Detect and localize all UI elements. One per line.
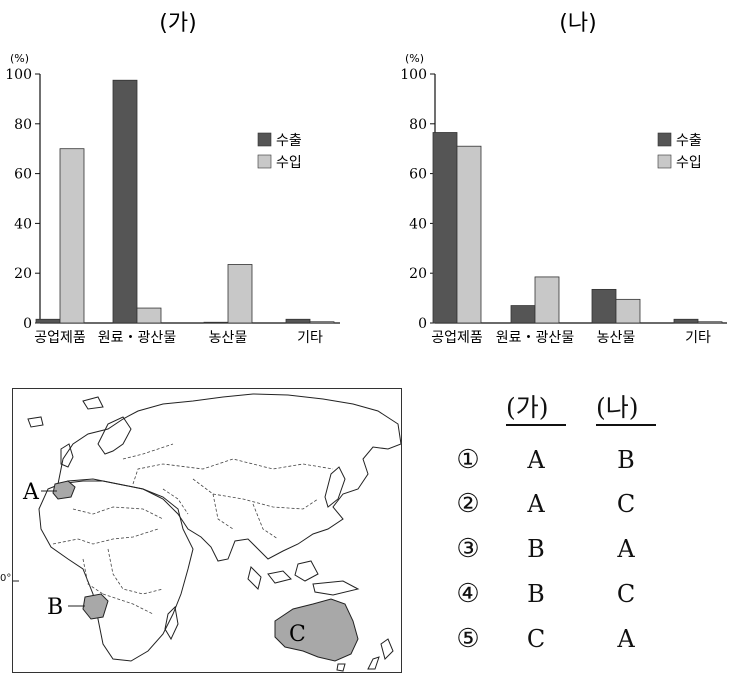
y-tick-label: 20 <box>14 266 32 282</box>
category-label: 공업제품 <box>431 330 483 346</box>
option-ga: A <box>527 446 545 474</box>
bar-export <box>673 318 699 324</box>
category-label: 농산물 <box>209 330 248 346</box>
bar-import <box>227 264 253 324</box>
legend-label: 수입 <box>276 155 302 171</box>
y-tick-label: 80 <box>14 117 32 133</box>
legend-swatch <box>657 132 672 147</box>
option-number: ③ <box>456 534 480 564</box>
option-ga: B <box>527 535 545 563</box>
bar-export <box>591 288 617 324</box>
bar-export <box>432 132 458 324</box>
legend-swatch <box>257 132 272 147</box>
chart-title: (가) <box>159 11 196 36</box>
scandinavia-outline <box>97 416 132 455</box>
option-na: C <box>616 580 636 608</box>
option-na: B <box>617 446 635 474</box>
bar-import <box>534 276 560 324</box>
category-label: 원료・광산물 <box>98 330 177 346</box>
y-tick-label: 60 <box>409 167 427 183</box>
option-number: ② <box>456 489 480 519</box>
option-na: C <box>616 490 636 518</box>
unit-label: (%) <box>405 52 424 65</box>
y-tick-label: 60 <box>14 167 32 183</box>
y-tick-label: 80 <box>409 117 427 133</box>
bar-export <box>510 305 536 324</box>
answer-header-na: (나) <box>596 393 639 422</box>
category-label: 공업제품 <box>34 330 86 346</box>
chart-title: (나) <box>559 11 596 36</box>
legend-swatch <box>257 154 272 169</box>
option-number: ④ <box>456 579 480 609</box>
bar-export <box>35 318 61 324</box>
y-tick-label: 0 <box>418 316 427 332</box>
bar-import <box>309 321 335 324</box>
bar-export <box>112 79 138 324</box>
bar-import <box>697 321 723 324</box>
option-ga: A <box>527 490 545 518</box>
answer-header-ga: (가) <box>506 393 549 422</box>
map-label-a: A <box>22 480 40 505</box>
bar-export <box>203 321 229 324</box>
option-ga: C <box>526 625 546 653</box>
bar-import <box>615 298 641 324</box>
y-tick-label: 100 <box>400 67 427 83</box>
bar-import <box>136 307 162 324</box>
category-label: 기타 <box>297 330 323 346</box>
eurasia-outline <box>57 393 401 562</box>
region-b <box>82 593 109 620</box>
equator-label: 0° <box>0 573 12 584</box>
legend-label: 수입 <box>676 155 702 171</box>
y-tick-label: 40 <box>14 216 32 232</box>
category-label: 기타 <box>685 330 711 346</box>
option-number: ① <box>456 445 480 475</box>
japan-outline <box>324 466 346 508</box>
y-tick-label: 20 <box>409 266 427 282</box>
bar-export <box>285 318 311 324</box>
option-number: ⑤ <box>456 624 480 654</box>
category-label: 농산물 <box>597 330 636 346</box>
world-map: A B C <box>12 388 402 673</box>
britain-outline <box>60 443 74 468</box>
map-label-c: C <box>289 622 306 647</box>
y-tick-label: 100 <box>5 67 32 83</box>
bar-import <box>456 145 482 324</box>
bar-import <box>59 148 85 324</box>
option-na: A <box>617 625 635 653</box>
option-ga: B <box>527 580 545 608</box>
option-na: A <box>617 535 635 563</box>
region-c <box>274 598 359 662</box>
y-tick-label: 0 <box>23 316 32 332</box>
legend-label: 수출 <box>276 133 302 149</box>
legend-swatch <box>657 154 672 169</box>
category-label: 원료・광산물 <box>496 330 575 346</box>
legend-label: 수출 <box>676 133 702 149</box>
map-label-b: B <box>47 595 63 620</box>
region-a <box>52 480 76 500</box>
y-tick-label: 40 <box>409 216 427 232</box>
unit-label: (%) <box>10 52 29 65</box>
